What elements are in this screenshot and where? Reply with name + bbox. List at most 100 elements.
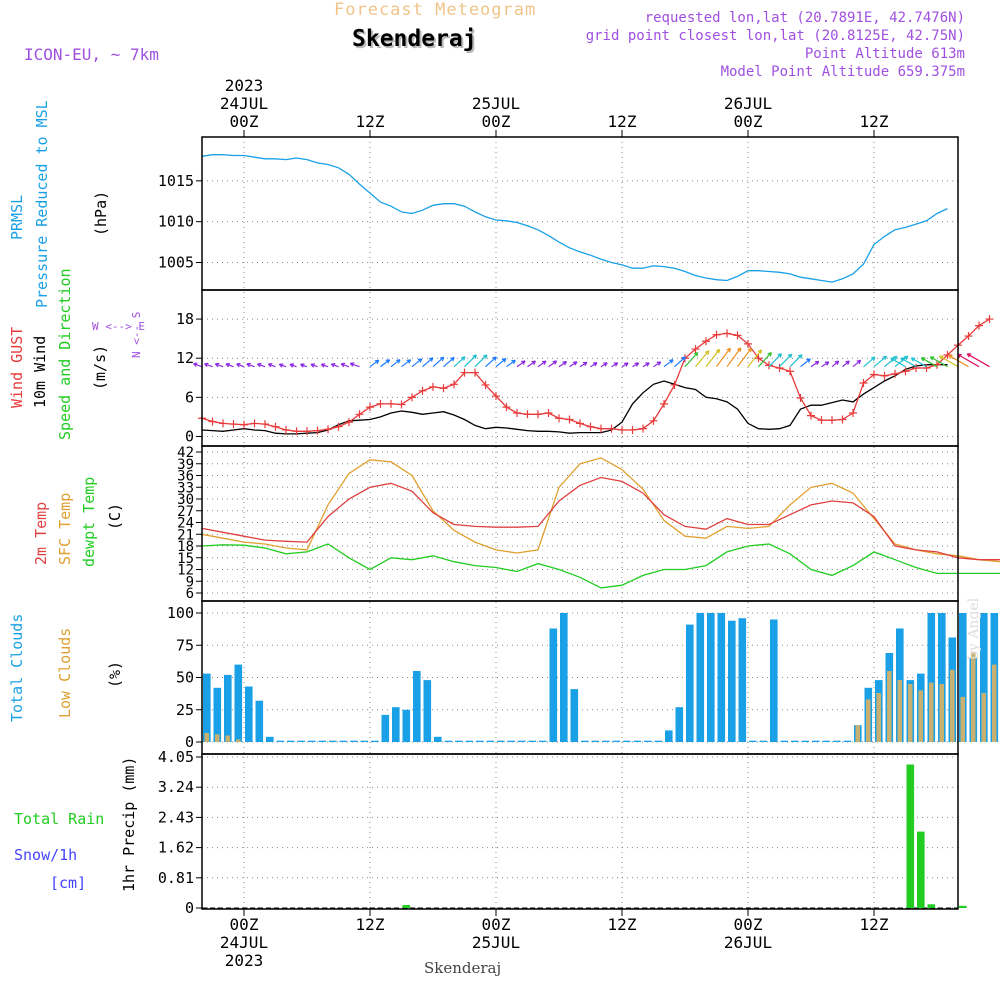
gust-marker: [555, 414, 563, 423]
wind-direction-arrow: [485, 356, 497, 368]
wind-direction-arrow: [920, 357, 938, 368]
wind-compass-ns: N <-- S: [130, 312, 143, 358]
total-cloud-bar: [686, 624, 694, 742]
wind-direction-arrow: [380, 359, 391, 368]
cloud-label-total: Total Clouds: [8, 614, 26, 722]
low-cloud-bar: [950, 669, 955, 742]
total-cloud-bar: [350, 740, 358, 742]
low-cloud-bar: [981, 693, 986, 742]
wind-direction-arrow: [929, 356, 948, 368]
precip-label-snow: Snow/1h: [14, 846, 77, 864]
wind-direction-arrow: [193, 362, 203, 368]
y-tick-label: 1.62: [158, 839, 194, 857]
gust-marker: [261, 420, 269, 429]
total-cloud-bar: [707, 613, 715, 742]
total-cloud-bar: [234, 664, 243, 742]
gust-marker: [544, 409, 553, 417]
total-cloud-bar: [266, 736, 274, 742]
wind-direction-arrow: [225, 362, 234, 368]
total-cloud-bar: [276, 740, 285, 742]
dewpoint-line: [201, 543, 1000, 589]
wind-direction-arrow: [884, 355, 898, 368]
wind-direction-arrow: [600, 362, 608, 368]
day-label-bottom: 26JUL: [724, 933, 772, 952]
y-tick-label: 21: [177, 527, 194, 543]
day-label-top: 24JUL: [220, 94, 268, 113]
total-cloud-bar: [980, 613, 988, 742]
total-cloud-bar: [308, 740, 316, 742]
total-cloud-bar: [318, 740, 327, 742]
wind-direction-arrow: [349, 362, 360, 368]
y-tick-label: 12: [176, 349, 194, 367]
wind-direction-arrow: [890, 357, 906, 368]
total-cloud-bar: [413, 671, 421, 742]
total-cloud-bar: [539, 740, 547, 742]
wind-direction-arrow: [320, 363, 329, 368]
panel-frame-pressure: [201, 136, 959, 291]
wind-label-unit: (m/s): [91, 345, 109, 390]
wind-direction-arrow: [330, 363, 339, 368]
precip-label-rain: Total Rain: [14, 810, 104, 828]
total-cloud-bar: [591, 740, 600, 742]
gust-marker: [901, 367, 910, 376]
total-cloud-bar: [497, 740, 505, 742]
total-cloud-bar: [518, 740, 526, 742]
day-label-bottom: 24JUL: [220, 933, 268, 952]
total-cloud-bar: [381, 714, 390, 742]
y-tick-label: 42: [177, 445, 194, 461]
total-cloud-bar: [213, 687, 222, 742]
wind-direction-arrow: [779, 353, 793, 368]
gust-marker: [492, 392, 500, 401]
wind-direction-arrow: [894, 355, 909, 368]
wind-compass-we: W <--> E: [92, 320, 145, 333]
wind-direction-arrow: [310, 363, 318, 368]
temp-label-dew: dewpt Temp: [80, 477, 98, 567]
wind-direction-arrow: [537, 360, 547, 368]
total-cloud-bar: [822, 740, 831, 742]
wind-direction-arrow: [842, 360, 850, 368]
total-cloud-bar: [801, 740, 810, 742]
gust-marker: [429, 382, 437, 391]
total-cloud-bar: [486, 740, 495, 742]
grid-point-coords: grid point closest lon,lat (20.8125E, 42…: [585, 28, 965, 44]
gust-marker: [691, 345, 700, 354]
y-tick-label: 15: [177, 551, 194, 567]
total-cloud-bar: [360, 740, 369, 742]
y-tick-label: 0.81: [158, 869, 194, 887]
y-tick-label: 9: [186, 574, 194, 590]
gust-marker: [975, 321, 983, 330]
low-cloud-bar: [918, 690, 923, 742]
wind-direction-arrow: [621, 362, 629, 368]
total-cloud-bar: [665, 730, 673, 742]
gust-marker: [576, 419, 584, 428]
wind-direction-arrow: [569, 361, 578, 368]
total-cloud-bar: [749, 740, 757, 742]
gust-marker: [744, 339, 752, 348]
product-title: Forecast Meteogram: [334, 0, 537, 20]
total-cloud-bar: [770, 619, 778, 742]
time-label-bottom: 00Z: [230, 915, 259, 934]
wind-direction-arrow: [910, 357, 927, 368]
gust-marker: [859, 379, 868, 387]
wind-direction-arrow: [684, 351, 699, 368]
wind-direction-arrow: [590, 362, 598, 368]
gust-marker: [628, 425, 637, 434]
wind-direction-arrow: [256, 362, 266, 368]
rain-bar: [906, 764, 915, 908]
gust-marker: [817, 416, 826, 425]
total-cloud-bar: [434, 736, 442, 742]
y-tick-label: 0: [185, 733, 194, 751]
wind-direction-arrow: [411, 358, 423, 368]
gust-marker: [471, 368, 479, 377]
gust-marker: [282, 425, 290, 434]
y-tick-label: 30: [177, 492, 194, 508]
pressure-label-unit: (hPa): [92, 191, 110, 236]
total-cloud-bar: [738, 618, 747, 742]
total-cloud-bar: [938, 613, 946, 742]
time-label-top: 00Z: [230, 112, 259, 131]
sfc-temp-line: [201, 457, 1000, 563]
watermark-text: by Angel: [966, 597, 982, 660]
gust-marker: [723, 329, 731, 338]
y-tick-label: 33: [177, 480, 194, 496]
wind-direction-arrow: [800, 358, 811, 368]
